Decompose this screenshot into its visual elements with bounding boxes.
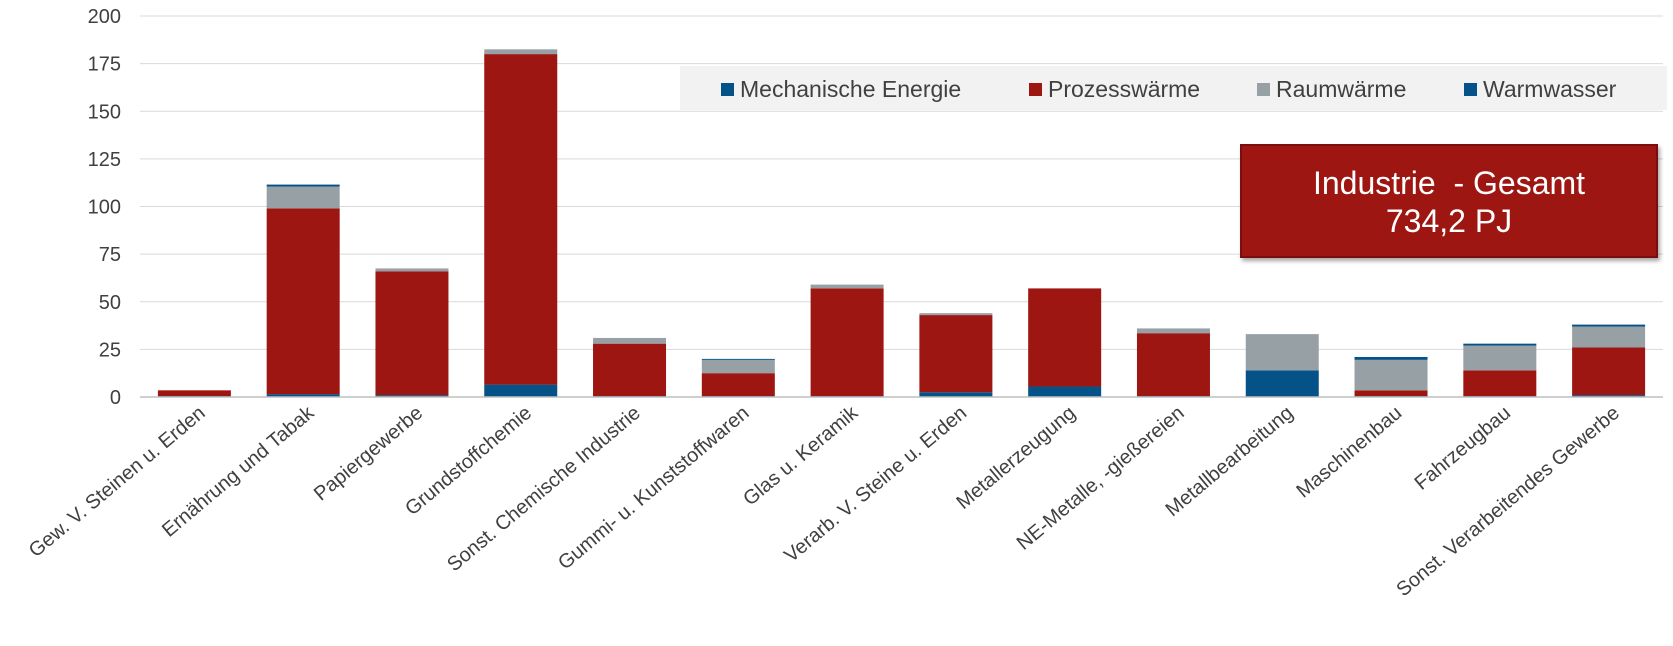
y-tick-label: 0 <box>110 387 121 409</box>
legend-label: Warmwasser <box>1483 76 1617 102</box>
bar-segment-2-1 <box>157 390 231 397</box>
bar-segment-3-12 <box>1354 359 1428 391</box>
legend-label: Raumwärme <box>1276 76 1406 102</box>
x-category-label: Papiergewerbe <box>310 402 427 505</box>
y-tick-label: 50 <box>99 292 121 314</box>
legend-swatch <box>1257 83 1270 96</box>
total-callout-box: Industrie - Gesamt 734,2 PJ <box>1240 144 1658 258</box>
bar-segment-3-4 <box>484 49 558 55</box>
x-category-label: Verarb. V. Steine u. Erden <box>780 402 971 567</box>
bar-segment-3-10 <box>1136 328 1210 334</box>
bar-segment-1-8 <box>919 392 993 397</box>
bar-segment-4-12 <box>1354 356 1428 360</box>
legend-background <box>680 66 1667 110</box>
x-category-label: Glas u. Keramik <box>739 401 863 510</box>
bar-segment-1-3 <box>375 395 449 397</box>
bar-segment-2-8 <box>919 315 993 393</box>
x-category-label: Fahrzeugbau <box>1411 402 1515 495</box>
bar-segment-3-5 <box>593 337 667 344</box>
legend-swatch <box>1029 83 1042 96</box>
legend-label: Prozesswärme <box>1048 76 1200 102</box>
bar-segment-3-2 <box>266 186 340 209</box>
bar-segment-2-5 <box>593 343 667 397</box>
bar-segment-3-14 <box>1572 326 1646 348</box>
y-tick-label: 200 <box>88 6 121 28</box>
bars <box>157 49 1646 397</box>
bar-segment-2-9 <box>1028 288 1102 387</box>
bar-segment-4-2 <box>266 184 340 187</box>
y-tick-label: 125 <box>88 149 121 171</box>
bar-segment-2-13 <box>1463 370 1537 397</box>
callout-line-1: Industrie - Gesamt <box>1312 165 1586 201</box>
y-axis-tick-labels: 0 25 50 75 100 125 150 175 200 <box>88 6 121 409</box>
bar-segment-3-13 <box>1463 345 1537 371</box>
bar-segment-2-4 <box>484 54 558 385</box>
legend-swatch <box>1464 83 1477 96</box>
y-tick-label: 175 <box>88 54 121 76</box>
bar-segment-4-14 <box>1572 324 1646 327</box>
legend: Mechanische Energie Prozesswärme Raumwärme… <box>721 76 1617 102</box>
bar-segment-2-2 <box>266 208 340 395</box>
bar-segment-2-10 <box>1136 333 1210 397</box>
y-tick-label: 150 <box>88 101 121 123</box>
bar-segment-1-4 <box>484 384 558 397</box>
bar-segment-2-3 <box>375 271 449 396</box>
x-category-label: Sonst. Verarbeitendes Gewerbe <box>1392 402 1623 601</box>
bar-segment-2-14 <box>1572 347 1646 396</box>
bar-segment-3-7 <box>810 284 884 289</box>
x-category-label: Gew. V. Steinen u. Erden <box>25 402 210 562</box>
bar-segment-3-8 <box>919 313 993 316</box>
y-tick-label: 75 <box>99 244 121 266</box>
x-category-label: Gummi- u. Kunststoffwaren <box>554 402 753 574</box>
bar-segment-3-6 <box>701 359 775 374</box>
bar-segment-3-11 <box>1245 334 1319 371</box>
x-category-label: Sonst. Chemische Industrie <box>443 402 644 576</box>
bar-segment-2-12 <box>1354 390 1428 397</box>
x-category-label: Maschinenbau <box>1292 402 1406 502</box>
legend-label: Mechanische Energie <box>740 76 961 102</box>
bar-segment-1-2 <box>266 394 340 397</box>
bar-segment-1-9 <box>1028 386 1102 397</box>
y-tick-label: 25 <box>99 339 121 361</box>
bar-segment-4-13 <box>1463 343 1537 346</box>
bar-segment-2-7 <box>810 288 884 397</box>
callout-line-2: 734,2 PJ <box>1385 203 1513 239</box>
y-tick-label: 100 <box>88 197 121 219</box>
bar-segment-4-6 <box>701 358 775 360</box>
bar-segment-1-11 <box>1245 370 1319 397</box>
bar-segment-1-14 <box>1572 395 1646 397</box>
legend-swatch <box>721 83 734 96</box>
bar-segment-3-3 <box>375 268 449 272</box>
bar-segment-2-6 <box>701 373 775 397</box>
